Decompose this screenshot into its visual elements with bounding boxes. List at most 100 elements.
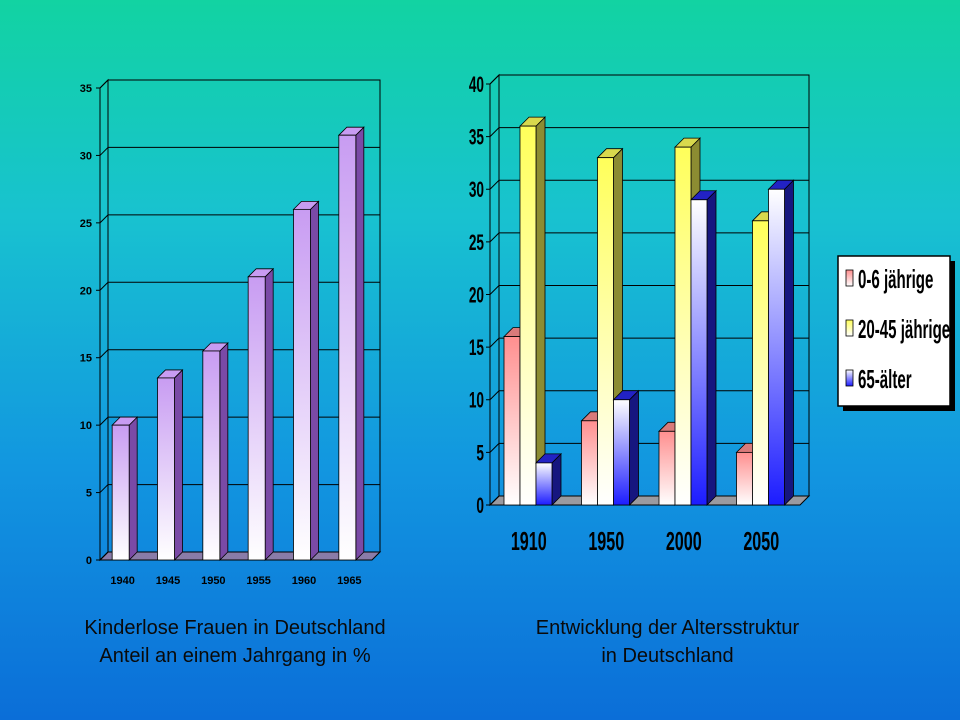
- chart1-bar-1960-front: [293, 208, 311, 561]
- chart2-bar-1910-1-front: [503, 336, 521, 506]
- chart2-bar-2050-3-side: [784, 179, 794, 506]
- chart2-bar-2050-2-front: [752, 220, 769, 506]
- chart2-bar-1950-2-front: [597, 157, 614, 506]
- chart1-bar-1950-side: [219, 342, 229, 561]
- chart2-bar-2050-3-front: [768, 188, 785, 506]
- chart1-gridline-diag: [99, 349, 109, 359]
- chart1-bar-1950-front: [202, 350, 221, 561]
- chart2-bar-2000-1-front: [658, 430, 676, 506]
- chart1-gridline-diag: [99, 147, 109, 156]
- chart2-caption-line-1: Entwicklung der Altersstruktur: [535, 617, 800, 639]
- chart1-y-tick-label: 25: [80, 218, 92, 230]
- chart2-gridline-diag: [489, 495, 500, 506]
- chart2-gridline-diag: [489, 443, 500, 453]
- chart1-y-tick-label: 35: [80, 83, 92, 95]
- legend-label-1: 0-6 jährige: [858, 265, 934, 294]
- chart1-x-tick-label: 1950: [201, 575, 225, 587]
- chart1-bar-1965-side: [355, 126, 365, 561]
- chart1-bar-1965: [337, 126, 365, 561]
- chart2-gridline-diag: [489, 179, 500, 190]
- chart1-y-tick-label: 30: [80, 150, 92, 162]
- chart2-bar-1950-3-front: [613, 399, 630, 506]
- chart2-bar-2000-3: [690, 189, 717, 506]
- chart2-gridline-diag: [489, 390, 500, 401]
- chart1-gridline-diag: [99, 79, 109, 89]
- legend-label-3: 65-älter: [858, 365, 912, 394]
- chart1-gridline-diag: [99, 281, 109, 291]
- chart2-y-tick-label: 10: [469, 387, 484, 412]
- chart1-x-tick-label: 1955: [246, 575, 270, 587]
- chart2-y-tick-label: 25: [469, 229, 484, 254]
- chart1-bar-1960-side: [310, 200, 319, 561]
- chart2-bar-1910-2-front: [519, 125, 537, 506]
- chart2-bar-1950-3-side: [629, 389, 639, 506]
- legend-swatch-1: [845, 269, 854, 287]
- chart2-bar-1950-3: [612, 389, 640, 506]
- chart2-x-tick-label: 1950: [588, 526, 624, 556]
- chart1-bar-1945: [156, 368, 184, 561]
- legend-box: [837, 255, 951, 407]
- chart2-x-tick-label: 1910: [511, 526, 547, 556]
- chart2-bar-1910-2: [519, 116, 546, 506]
- chart1-y-tick-label: 15: [80, 353, 92, 365]
- chart2-gridline-diag: [489, 74, 500, 85]
- chart1-gridline-diag: [99, 416, 109, 426]
- chart1-caption: Kinderlose Frauen in Deutschland Anteil …: [40, 614, 430, 670]
- chart2-x-tick-label: 2000: [666, 526, 702, 556]
- chart1-bar-1955-front: [247, 276, 266, 561]
- chart2-gridline-diag: [489, 127, 500, 137]
- legend-swatch-2: [845, 319, 854, 337]
- chart2-bar-2050-1-front: [736, 451, 753, 506]
- legend: 0-6 jährige 20-45 jährige 65-älter: [837, 255, 955, 411]
- chart1-bar-1940: [111, 416, 139, 561]
- chart1-bar-1965-front: [338, 134, 357, 561]
- chart2-gridline-diag: [489, 232, 500, 243]
- chart2-caption-line-2: in Deutschland: [601, 645, 734, 667]
- legend-swatch-3: [845, 369, 854, 387]
- chart1-caption-line-2: Anteil an einem Jahrgang in %: [99, 645, 371, 667]
- chart1-bar-1945-front: [157, 377, 175, 561]
- chart1-bar-1960: [292, 200, 320, 561]
- chart2-bar-2000-3-front: [690, 199, 708, 506]
- chart2-bar-2000-3-side: [706, 189, 717, 506]
- chart2-y-tick-label: 0: [476, 493, 484, 518]
- chart1-y-tick-label: 10: [80, 420, 92, 432]
- chart1-x-tick-label: 1945: [156, 575, 180, 587]
- chart2-y-tick-label: 15: [469, 335, 484, 360]
- chart2-y-tick-label: 30: [469, 177, 484, 202]
- chart2-bar-2050-3: [767, 179, 795, 506]
- chart1-x-tick-label: 1940: [110, 575, 134, 587]
- chart2-y-tick-label: 35: [469, 124, 484, 149]
- chart1-caption-line-1: Kinderlose Frauen in Deutschland: [84, 617, 386, 639]
- chart2-bar-1910-3: [535, 452, 562, 506]
- legend-label-2: 20-45 jährige: [858, 315, 950, 344]
- chart2-y-tick-label: 5: [476, 440, 484, 465]
- chart1-gridline-diag: [99, 214, 109, 224]
- chart1-x-tick-label: 1960: [292, 575, 316, 587]
- chart2-y-tick-label: 20: [469, 282, 484, 307]
- chart2-bar-1910-3-front: [535, 462, 553, 506]
- chart1-y-tick-label: 5: [86, 488, 92, 500]
- chart2-bar-1950-1-front: [581, 420, 598, 506]
- chart1-bar-1940-side: [128, 416, 138, 561]
- chart1-bar-1940-front: [111, 424, 130, 561]
- chart2-gridline-diag: [489, 337, 500, 348]
- chart1-floor: [98, 551, 382, 561]
- chart-childless-women: 0 5 10 15 20 25 30 35 1940 1945 1950 1955 1960 1965: [80, 78, 382, 587]
- chart-age-structure: 0 5 10 15 20 25 30 35 40 1910 1950 2000 2050: [469, 72, 811, 556]
- chart1-bar-1945-side: [174, 368, 183, 561]
- chart1-y-tick-label: 0: [86, 555, 92, 567]
- chart1-x-tick-label: 1965: [337, 575, 361, 587]
- chart2-bar-2000-2-front: [674, 146, 692, 506]
- chart2-bar-1910-2-side: [535, 116, 546, 506]
- chart1-y-tick-label: 20: [80, 285, 92, 297]
- chart1-bar-1955: [247, 267, 275, 561]
- chart1-gridline-diag: [99, 551, 109, 561]
- chart2-y-tick-label: 40: [469, 72, 484, 97]
- chart2-gridline-diag: [489, 285, 500, 295]
- chart1-bar-1950: [201, 342, 229, 561]
- chart1-gridline-diag: [99, 484, 109, 493]
- chart1-bar-1955-side: [264, 267, 274, 561]
- chart2-x-tick-label: 2050: [743, 526, 779, 556]
